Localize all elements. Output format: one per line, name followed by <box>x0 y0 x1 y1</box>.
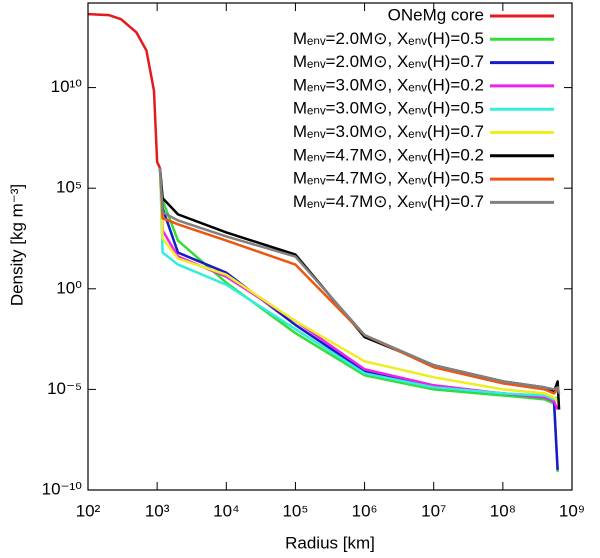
legend-label: Mₑₙᵥ=3.0M⊙, Xₑₙᵥ(H)=0.2 <box>293 75 484 94</box>
x-tick-label: 10² <box>76 501 101 520</box>
y-tick-label: 10¹⁰ <box>51 77 83 96</box>
y-tick-label: 10⁻⁵ <box>47 379 82 398</box>
x-tick-label: 10⁷ <box>421 501 446 520</box>
legend-label: Mₑₙᵥ=3.0M⊙, Xₑₙᵥ(H)=0.5 <box>293 99 484 118</box>
x-tick-label: 10⁴ <box>213 501 239 520</box>
legend-label: Mₑₙᵥ=2.0M⊙, Xₑₙᵥ(H)=0.5 <box>293 29 484 48</box>
data-line <box>158 167 559 470</box>
plot-frame <box>87 2 573 491</box>
legend-label: ONeMg core <box>388 5 484 24</box>
x-tick-label: 10⁹ <box>559 501 585 520</box>
y-tick-label: 10⁰ <box>56 278 82 297</box>
x-tick-label: 10³ <box>145 501 170 520</box>
legend-label: Mₑₙᵥ=4.7M⊙, Xₑₙᵥ(H)=0.2 <box>293 145 484 164</box>
data-line <box>158 168 559 401</box>
data-line <box>158 168 559 411</box>
x-axis-label: Radius [km] <box>285 533 375 552</box>
legend-label: Mₑₙᵥ=2.0M⊙, Xₑₙᵥ(H)=0.7 <box>293 52 484 71</box>
legend-label: Mₑₙᵥ=3.0M⊙, Xₑₙᵥ(H)=0.7 <box>293 122 484 141</box>
x-tick-label: 10⁵ <box>282 501 308 520</box>
legend-label: Mₑₙᵥ=4.7M⊙, Xₑₙᵥ(H)=0.7 <box>293 192 484 211</box>
legend-label: Mₑₙᵥ=4.7M⊙, Xₑₙᵥ(H)=0.5 <box>293 169 484 188</box>
data-line <box>158 167 561 394</box>
data-line <box>158 168 559 403</box>
y-axis-label: Density [kg m⁻³] <box>7 184 26 306</box>
data-line <box>88 12 162 169</box>
x-tick-label: 10⁶ <box>352 501 378 520</box>
y-tick-label: 10⁵ <box>56 178 82 197</box>
y-tick-label: 10⁻¹⁰ <box>42 479 83 498</box>
x-tick-label: 10⁸ <box>490 501 516 520</box>
data-line <box>158 167 559 473</box>
